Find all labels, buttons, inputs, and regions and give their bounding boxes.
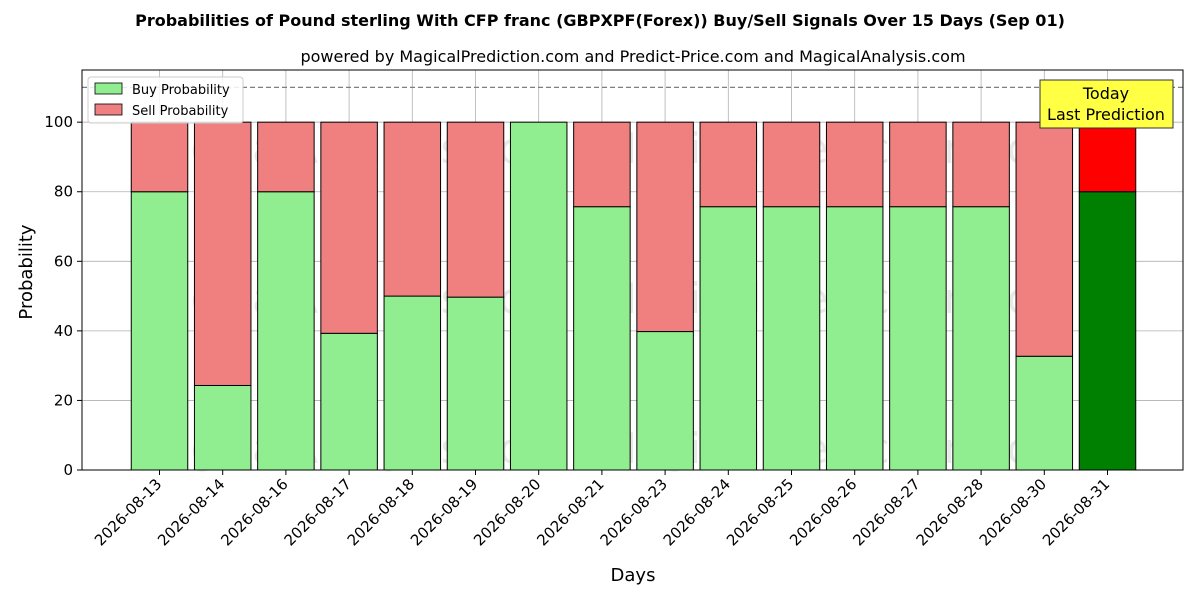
bar-buy	[1078, 191, 1137, 471]
bar-buy	[762, 206, 821, 471]
bar-sell	[1078, 121, 1137, 193]
bar-sell	[1015, 121, 1074, 357]
x-tick-label: 2026-08-24	[660, 475, 734, 549]
annotation-line-2: Last Prediction	[1047, 105, 1165, 124]
bar-buy	[889, 206, 947, 471]
bar-buy	[573, 206, 631, 471]
bars	[130, 121, 1137, 471]
plot-area	[81, 69, 1184, 471]
bar-buy	[1015, 355, 1074, 471]
y-tick-label: 60	[54, 252, 73, 270]
legend-swatch-sell	[94, 103, 123, 116]
y-axis-label: Probability	[16, 224, 37, 319]
x-tick-label: 2026-08-14	[154, 475, 228, 549]
x-tick-label: 2026-08-28	[913, 475, 987, 549]
bar-sell	[636, 121, 694, 333]
bar-buy	[952, 206, 1010, 471]
legend-swatch-buy	[94, 82, 123, 95]
bar-sell	[130, 121, 189, 193]
x-tick-label: 2026-08-25	[723, 475, 797, 549]
bar-buy	[509, 121, 568, 471]
x-tick-label: 2026-08-17	[281, 475, 355, 549]
x-axis: 2026-08-132026-08-142026-08-162026-08-17…	[91, 470, 1113, 549]
x-tick-label: 2026-08-20	[470, 475, 544, 549]
bar-sell	[257, 121, 315, 193]
bar-buy	[825, 206, 884, 471]
bar-buy	[446, 296, 505, 471]
x-tick-label: 2026-08-21	[533, 475, 607, 549]
bar-sell	[446, 121, 505, 298]
bar-buy	[257, 191, 315, 471]
bar-sell	[952, 121, 1010, 208]
bar-sell	[320, 121, 378, 334]
x-tick-label: 2026-08-19	[407, 475, 481, 549]
bar-sell	[699, 121, 758, 208]
bar-sell	[825, 121, 884, 208]
bar-buy	[193, 384, 252, 471]
legend-label-buy: Buy Probability	[132, 83, 230, 98]
annotation-box	[1039, 79, 1174, 129]
bar-buy	[130, 191, 189, 471]
legend: Buy Probability Sell Probability	[87, 76, 244, 124]
x-tick-label: 2026-08-18	[344, 475, 418, 549]
x-tick-label: 2026-08-30	[976, 475, 1050, 549]
chart-subtitle: powered by MagicalPrediction.com and Pre…	[300, 47, 965, 66]
x-tick-label: 2026-08-23	[597, 475, 671, 549]
bar-buy	[699, 206, 758, 471]
x-tick-label: 2026-08-26	[786, 475, 860, 549]
y-tick-label: 40	[54, 322, 73, 340]
y-tick-label: 20	[54, 391, 73, 409]
y-tick-label: 0	[63, 461, 73, 479]
legend-label-sell: Sell Probability	[132, 104, 229, 119]
x-tick-label: 2026-08-27	[849, 475, 923, 549]
today-annotation: Today Last Prediction	[1039, 79, 1174, 129]
y-tick-label: 80	[54, 183, 73, 201]
y-tick-label: 100	[44, 113, 73, 131]
x-tick-label: 2026-08-31	[1039, 475, 1113, 549]
bar-buy	[320, 332, 378, 471]
x-tick-label: 2026-08-16	[217, 475, 291, 549]
legend-frame	[87, 76, 244, 124]
bar-sell	[762, 121, 821, 208]
x-tick-label: 2026-08-13	[91, 475, 165, 549]
bar-buy	[636, 331, 694, 471]
chart-title: Probabilities of Pound sterling With CFP…	[135, 11, 1065, 30]
annotation-line-1: Today	[1082, 84, 1129, 103]
bar-sell	[383, 121, 442, 297]
y-axis: 0 20 40 60 80 100	[44, 113, 82, 479]
bar-sell	[193, 121, 252, 386]
bar-sell	[573, 121, 631, 208]
bar-sell	[889, 121, 947, 208]
bar-buy	[383, 295, 442, 471]
x-axis-label: Days	[611, 565, 656, 586]
